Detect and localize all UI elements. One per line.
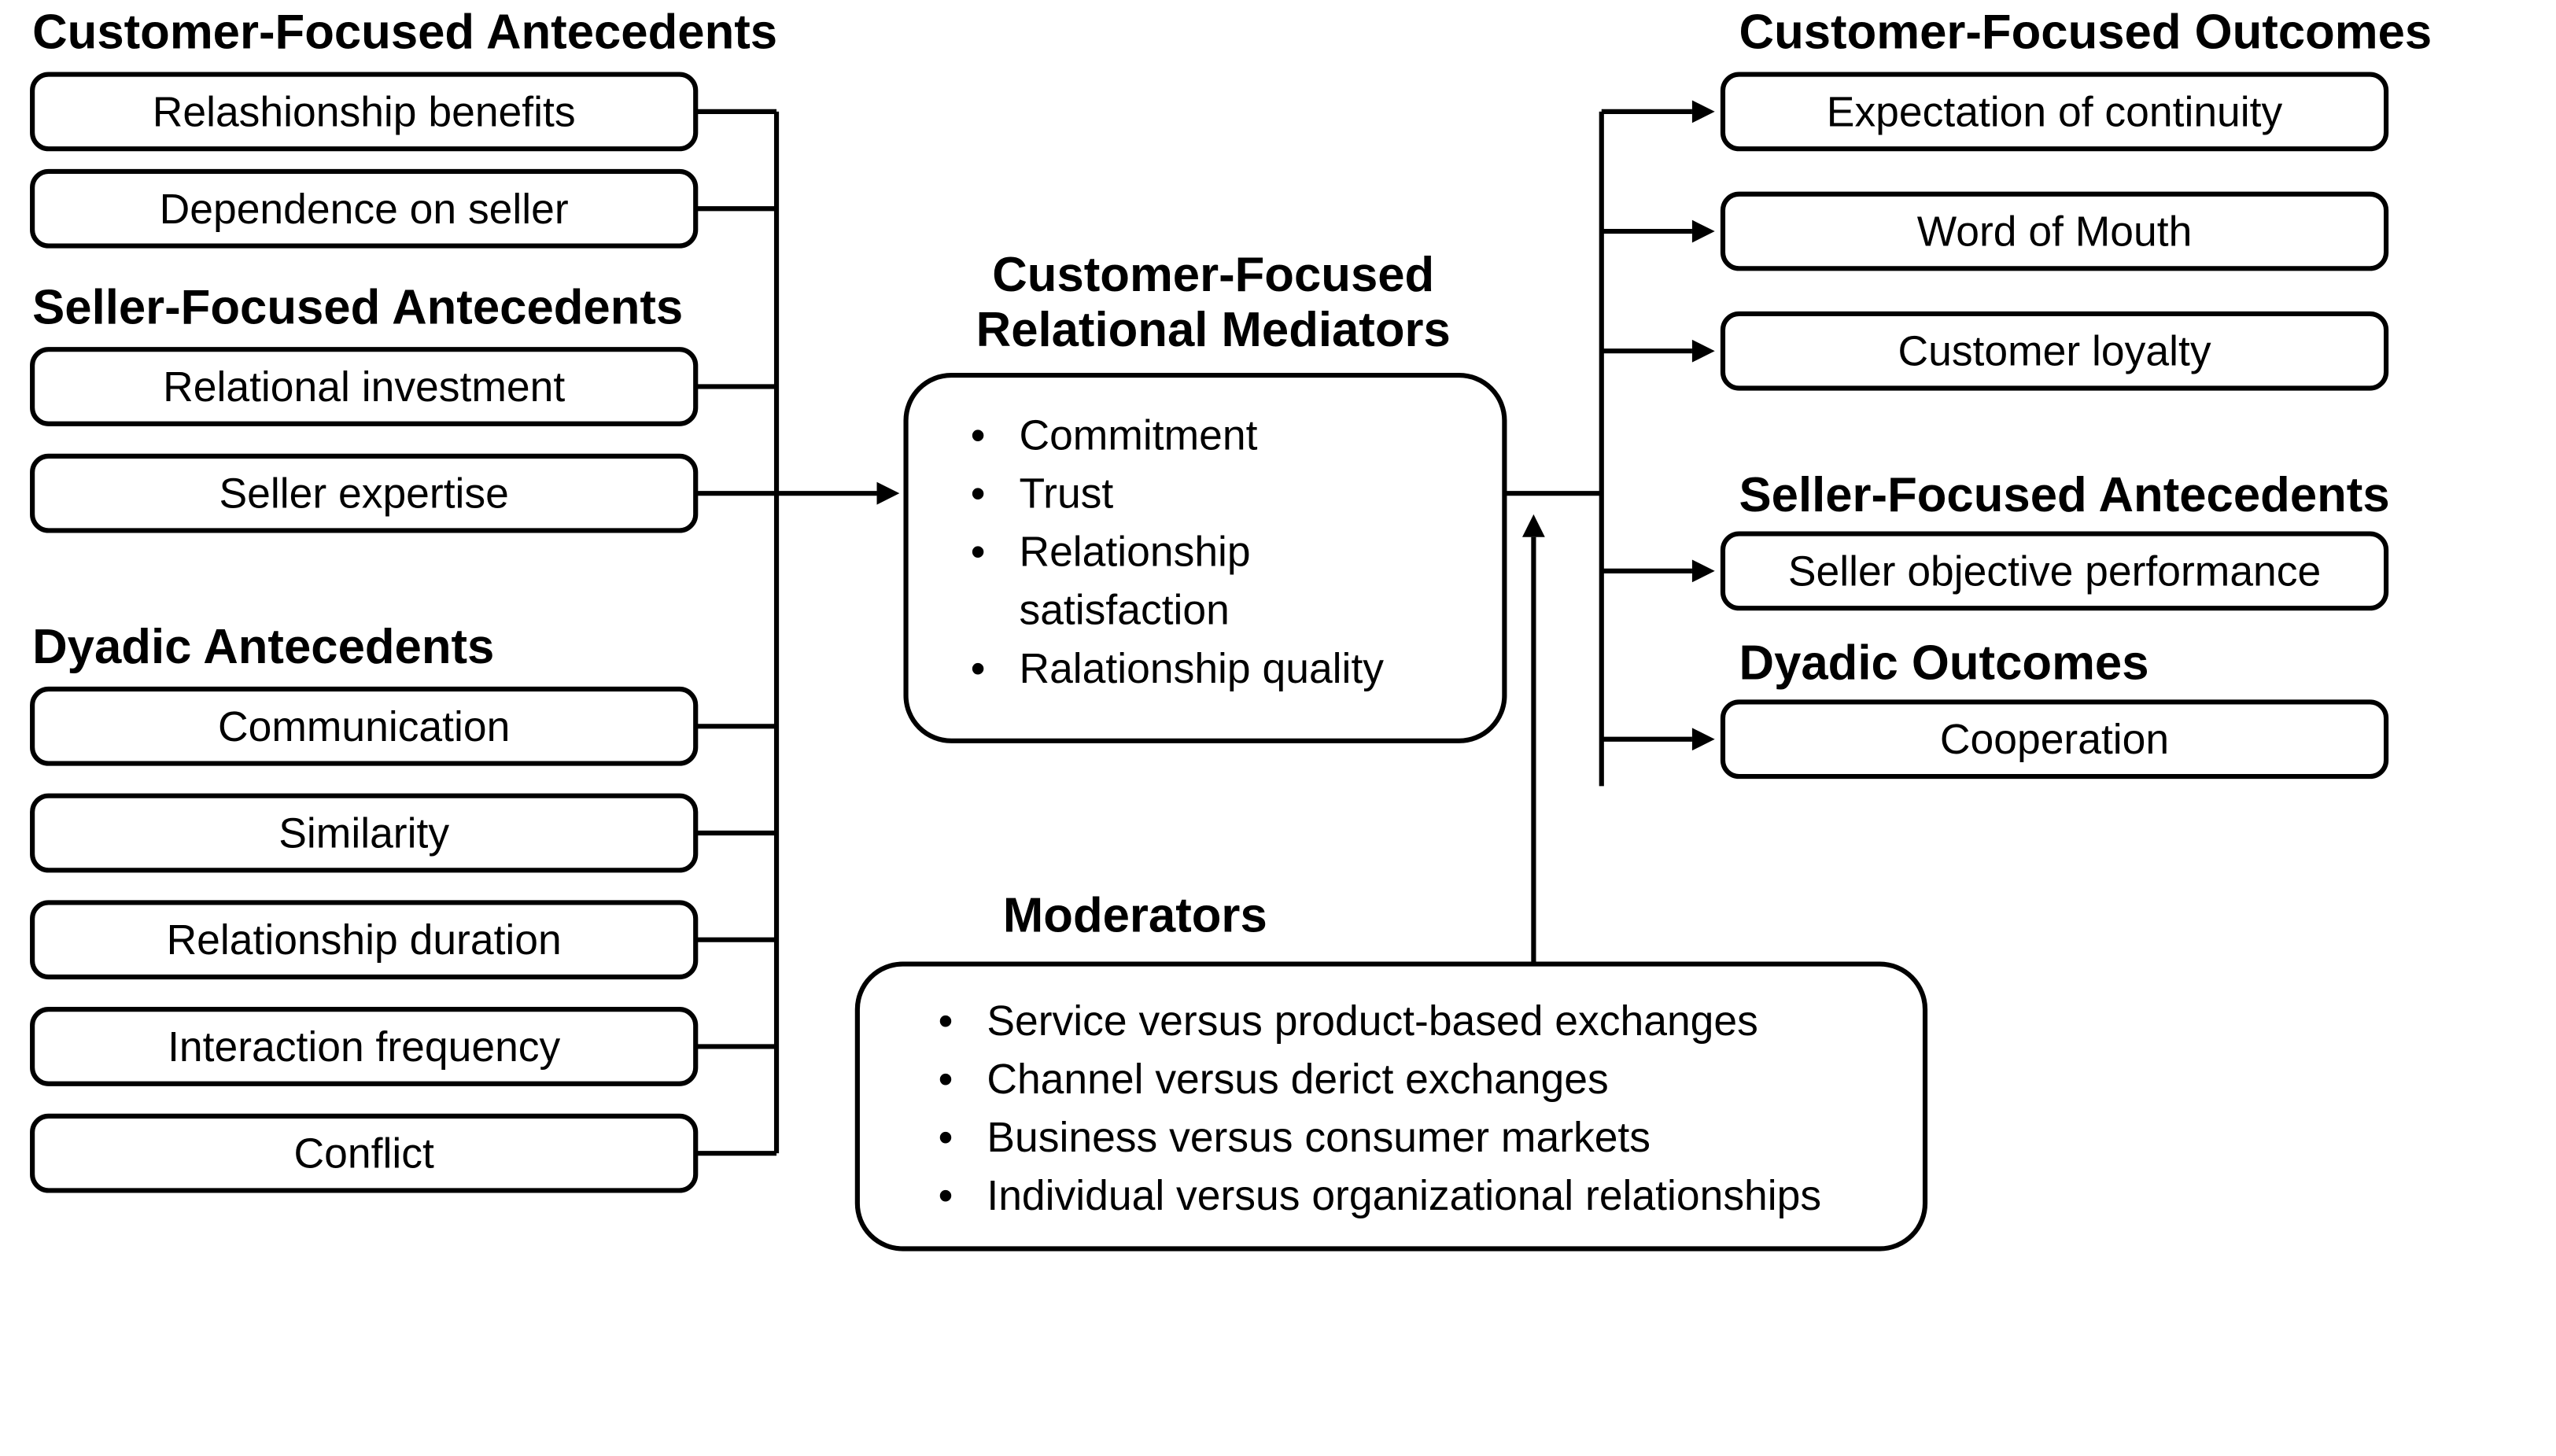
svg-text:•: • — [939, 1056, 953, 1103]
node-label-rel-dur: Relationship duration — [167, 917, 562, 964]
heading-mediators-line2: Relational Mediators — [976, 303, 1451, 357]
heading-dyad-out: Dyadic Outcomes — [1739, 636, 2149, 691]
mediators-bullet-3: Ralationship quality — [1019, 646, 1384, 692]
node-label-dep-seller: Dependence on seller — [160, 186, 569, 233]
node-label-wom: Word of Mouth — [1917, 209, 2193, 256]
node-label-sim: Similarity — [278, 811, 449, 857]
svg-text:•: • — [939, 1173, 953, 1219]
node-label-rel-invest: Relational investment — [163, 364, 565, 411]
node-label-coop: Cooperation — [1940, 717, 2169, 763]
node-label-sell-expert: Seller expertise — [219, 471, 508, 518]
node-label-comm: Communication — [218, 704, 510, 750]
heading-mediators-line1: Customer-Focused — [992, 248, 1434, 302]
svg-text:•: • — [971, 471, 986, 518]
moderators-bullet-0: Service versus product-based exchanges — [987, 998, 1758, 1045]
svg-text:•: • — [971, 413, 986, 459]
heading-cust-out: Customer-Focused Outcomes — [1739, 6, 2432, 60]
mediators-bullet-1: Trust — [1019, 471, 1113, 518]
moderators-bullet-2: Business versus consumer markets — [987, 1115, 1651, 1161]
heading-dyad-ant: Dyadic Antecedents — [32, 620, 494, 674]
mediators-bullet-2-l2: satisfaction — [1019, 588, 1229, 634]
mediators-bullet-2-l1: Relationship — [1019, 529, 1250, 576]
mediators-bullet-0: Commitment — [1019, 413, 1257, 459]
heading-moderators: Moderators — [1003, 888, 1267, 942]
node-label-int-freq: Interaction frequency — [168, 1024, 560, 1071]
node-label-rel-benefits: Relashionship benefits — [153, 89, 576, 135]
node-label-loyalty: Customer loyalty — [1898, 329, 2211, 375]
svg-text:•: • — [971, 646, 986, 692]
diagram-canvas: Customer-Focused Antecedents Relashionshi… — [0, 0, 2556, 1456]
heading-sell-out: Seller-Focused Antecedents — [1739, 468, 2390, 522]
node-label-sell-perf: Seller objective performance — [1788, 548, 2321, 595]
moderators-bullet-3: Individual versus organizational relatio… — [987, 1173, 1821, 1219]
heading-sell-ant: Seller-Focused Antecedents — [32, 280, 683, 334]
svg-text:•: • — [939, 1115, 953, 1161]
heading-cust-ant: Customer-Focused Antecedents — [32, 6, 777, 60]
node-label-exp-cont: Expectation of continuity — [1827, 89, 2283, 135]
svg-text:•: • — [939, 998, 953, 1045]
moderators-bullet-1: Channel versus derict exchanges — [987, 1056, 1608, 1103]
node-label-conflict: Conflict — [294, 1131, 434, 1178]
svg-text:•: • — [971, 529, 986, 576]
